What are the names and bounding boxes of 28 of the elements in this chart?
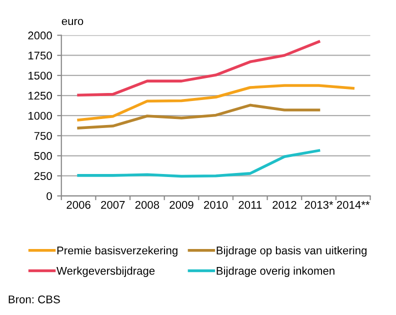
y-tick-label: 250 <box>34 172 52 180</box>
x-tick-label: 2013* <box>304 200 334 209</box>
line-series <box>77 40 320 97</box>
x-tick-label: 2011 <box>238 200 262 209</box>
legend-label: Premie basisverzekering <box>57 246 178 257</box>
text: Bron: CBS <box>8 295 60 304</box>
x-tick-label: 2007 <box>101 200 125 209</box>
x-tick-label: 2009 <box>170 200 194 209</box>
y-tick-label: 2000 <box>28 32 52 40</box>
y-tick-label: 750 <box>34 132 52 140</box>
y-tick-label: 1750 <box>28 52 52 60</box>
x-tick-label: 2008 <box>135 200 160 209</box>
x-tick-label: 2014** <box>336 200 370 209</box>
y-tick-label: 0 <box>46 192 52 200</box>
x-tick-label: 2012 <box>272 200 296 209</box>
x-tick-label: 2010 <box>204 200 228 209</box>
x-tick-label: 2006 <box>66 200 90 209</box>
y-tick-label: 1000 <box>28 112 52 120</box>
legend-label: Bijdrage overig inkomen <box>216 266 334 277</box>
legend-label: Werkgeversbijdrage <box>56 266 155 277</box>
legend-label: Bijdrage op basis van uitkering <box>216 246 366 257</box>
y-tick-label: 1250 <box>28 92 52 100</box>
y-tick-label: 1500 <box>28 72 52 80</box>
line-series <box>77 149 320 178</box>
y-axis-title: euro <box>62 18 84 26</box>
y-tick-label: 500 <box>34 152 52 160</box>
line-series <box>77 84 354 122</box>
line-series <box>77 104 320 130</box>
